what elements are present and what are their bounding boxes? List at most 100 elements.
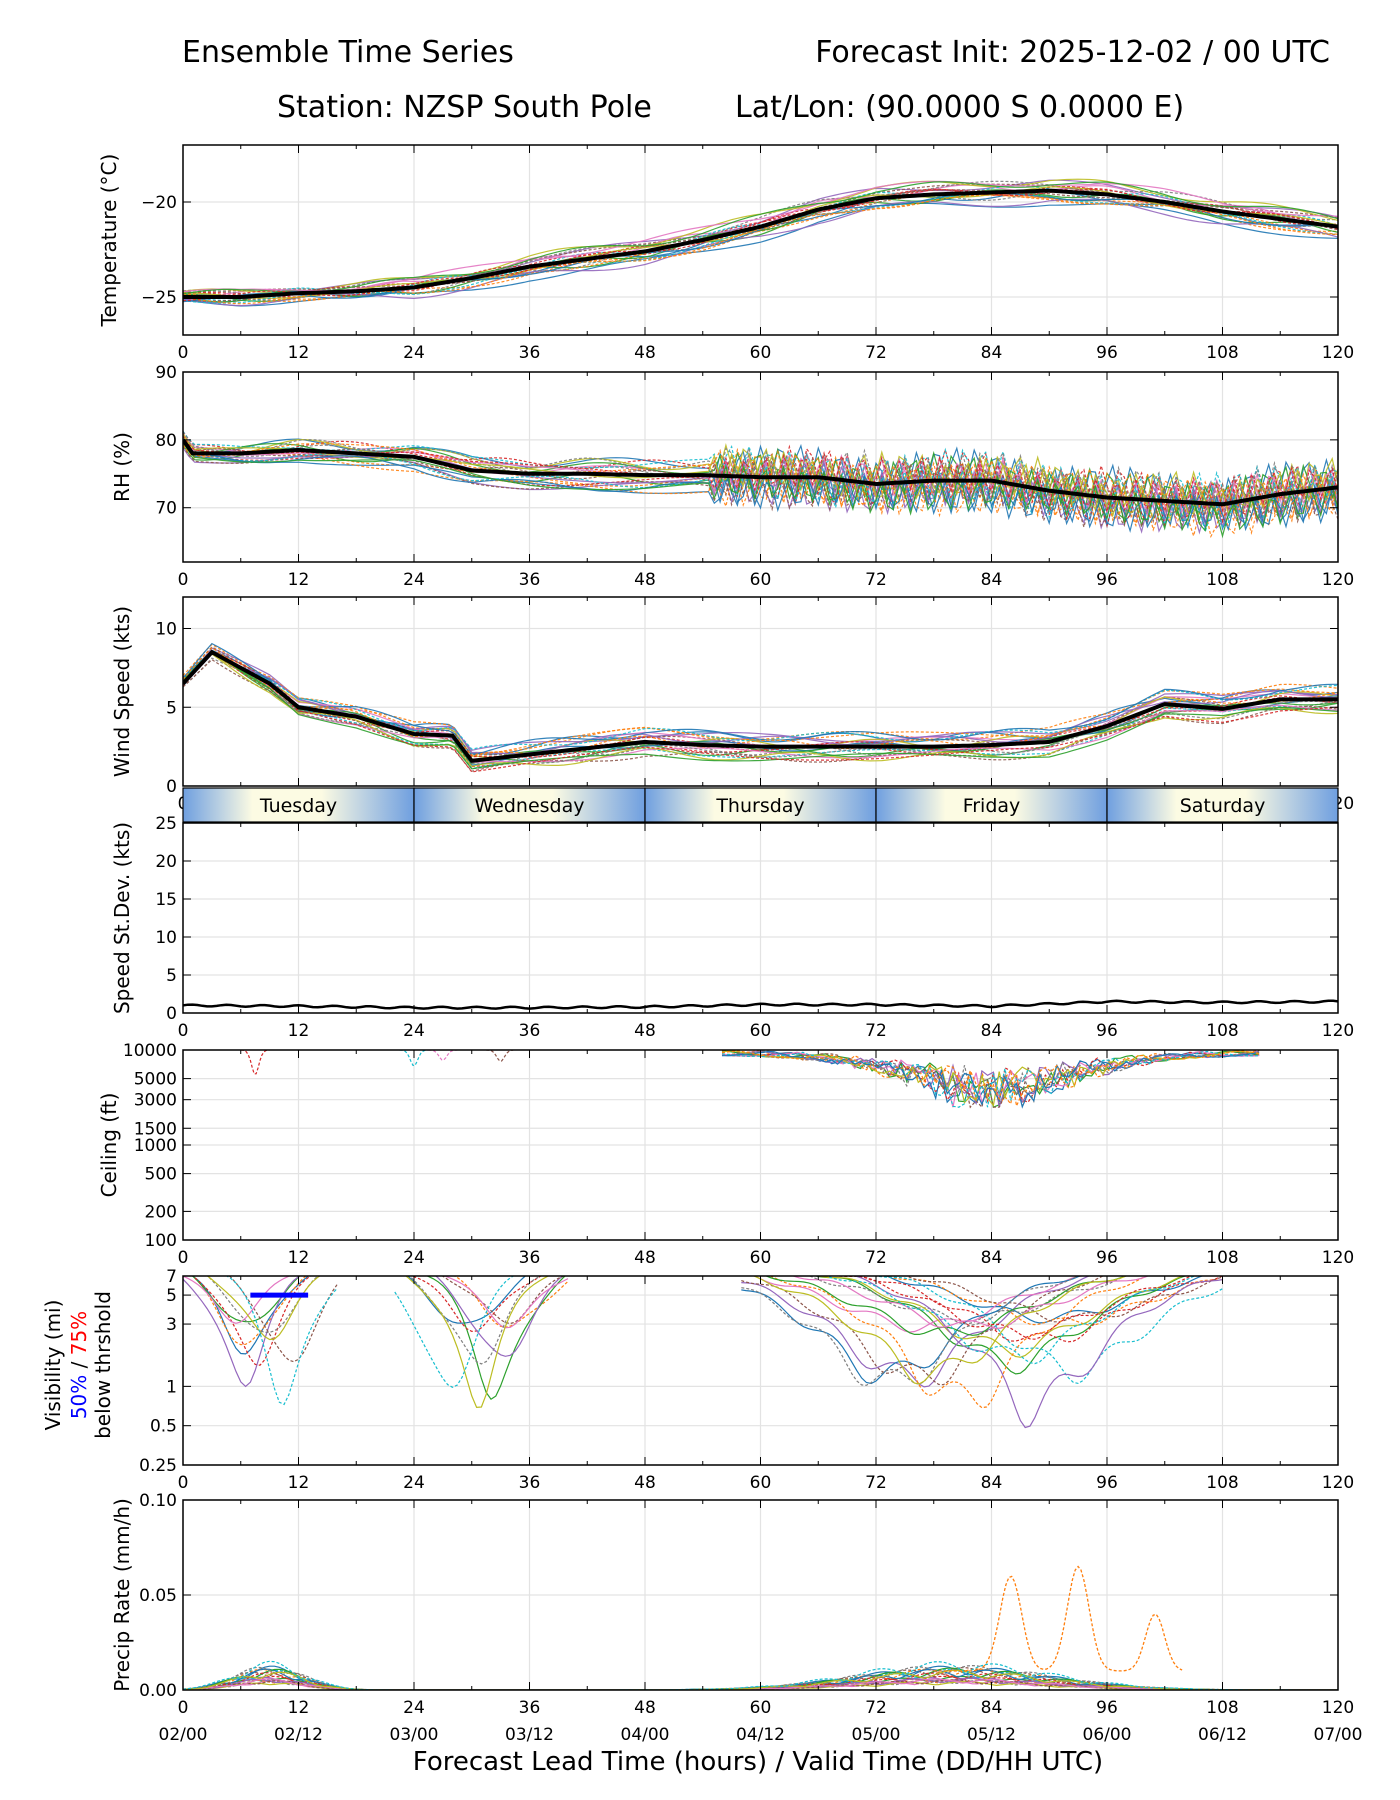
y-tick-label: 25 [155,814,177,834]
ensemble-member [183,180,1338,293]
y-axis-label-temperature: Temperature (°C) [97,154,121,328]
x-tick-label: 72 [865,1473,887,1493]
x-tick-label: 96 [1096,343,1118,363]
x-tick-label: 96 [1096,1698,1118,1718]
y-tick-label: 5 [166,698,177,718]
y-tick-label: 1 [166,1377,177,1397]
visibility-trace [741,1276,1080,1386]
x-axis-label: Forecast Lead Time (hours) / Valid Time … [413,1747,1103,1777]
ceiling-dip [428,1050,458,1061]
day-band: Tuesday Wednesday Thursday Friday Saturday [182,787,1339,823]
panel-temperature: 0 12 24 36 48 60 72 84 96 108 120 −20 −25 Temperature… [97,144,1354,363]
panel-wind: 012243648607284961081201050Wind Speed (k… [110,596,1354,814]
valid-time-label: 03/12 [505,1725,554,1745]
x-tick-label: 84 [981,1248,1003,1268]
visibility-trace [183,1276,301,1388]
visibility-trace [741,1276,1105,1386]
x-tick-label: 48 [634,1698,656,1718]
x-tick-label: 84 [981,570,1003,590]
valid-time-label: 03/00 [390,1725,439,1745]
y-tick-label: 15 [155,890,177,910]
x-tick-label: 36 [519,1248,541,1268]
visibility-trace [408,1276,542,1365]
visibility-trace [410,1276,543,1333]
x-tick-label: 12 [288,1248,310,1268]
day-label: Wednesday [474,795,584,817]
x-tick-label: 24 [403,343,425,363]
x-tick-label: 60 [750,570,772,590]
x-tick-label: 72 [865,343,887,363]
plot-area-visibility [183,1276,1223,1429]
visibility-trace [764,1276,1127,1336]
x-tick-label: 36 [519,1473,541,1493]
x-tick-label: 108 [1206,1021,1238,1041]
x-tick-label: 0 [178,1248,189,1268]
visibility-trace [425,1276,567,1401]
y-tick-label: 10 [155,928,177,948]
x-tick-label: 24 [403,1698,425,1718]
x-tick-label: 60 [750,1473,772,1493]
y-tick-label: 70 [155,499,177,519]
x-tick-label: 60 [750,1698,772,1718]
ensemble-member [183,198,1338,307]
visibility-trace [434,1276,565,1357]
visibility-trace [885,1276,1223,1326]
x-tick-label: 120 [1322,1248,1354,1268]
x-tick-label: 84 [981,343,1003,363]
valid-time-label: 04/00 [621,1725,670,1745]
ceiling-trace [721,1050,1260,1107]
ensemble-member [183,642,1338,756]
valid-time-label: 06/12 [1198,1725,1247,1745]
day-label: Thursday [715,795,804,817]
visibility-trace [825,1276,1196,1365]
x-tick-label: 0 [178,1021,189,1041]
ceiling-dip [486,1050,514,1062]
station-label: Station: NZSP South Pole [277,90,652,125]
x-tick-label: 0 [178,343,189,363]
visibility-trace [859,1276,1223,1343]
y-tick-label: 5 [166,966,177,986]
y-tick-label: 3000 [134,1091,177,1111]
x-tick-label: 0 [178,1698,189,1718]
x-tick-label: 36 [519,1021,541,1041]
x-tick-label: 72 [865,1698,887,1718]
x-tick-label: 36 [519,570,541,590]
panel-rh: 0 12 24 36 48 60 72 84 96 108 120 90 80 70 RH (%) [110,363,1354,590]
x-tick-label: 36 [519,343,541,363]
visibility-trace [752,1276,1128,1385]
visibility-trace [834,1276,1193,1340]
x-tick-label: 24 [403,1248,425,1268]
x-tick-label: 48 [634,343,656,363]
x-tick-label: 120 [1322,343,1354,363]
visibility-trace [752,1276,1105,1333]
pct50-label: 50% [67,1375,91,1419]
x-tick-label: 60 [750,343,772,363]
x-tick-label: 84 [981,1021,1003,1041]
x-tick-label: 72 [865,1021,887,1041]
x-tick-label: 72 [865,1248,887,1268]
y-tick-label: 10000 [123,1041,177,1061]
slash-label: / [67,1355,91,1374]
title-right: Forecast Init: 2025-12-02 / 00 UTC [815,35,1330,70]
x-tick-label: 60 [750,1021,772,1041]
y-axis-label-rh: RH (%) [110,432,134,502]
x-tick-label: 108 [1206,1698,1238,1718]
y-tick-label: 200 [145,1202,177,1222]
ensemble-member [183,189,1338,302]
visibility-ylabel-line2: 50% / 75% [67,1311,91,1419]
visibility-trace [808,1276,1128,1325]
valid-time-label: 05/00 [852,1725,901,1745]
y-tick-label: 0.5 [150,1417,177,1437]
ensemble-member [183,194,1338,305]
x-tick-label: 48 [634,1473,656,1493]
valid-time-label: 06/00 [1083,1725,1132,1745]
valid-time-label: 04/12 [736,1725,785,1745]
ceiling-trace [721,1050,1260,1108]
ceiling-dip [240,1050,270,1075]
y-tick-label: 0.00 [139,1681,177,1701]
visibility-trace [191,1276,312,1366]
ensemble-mean-line [183,999,1338,1010]
x-tick-label: 24 [403,1473,425,1493]
